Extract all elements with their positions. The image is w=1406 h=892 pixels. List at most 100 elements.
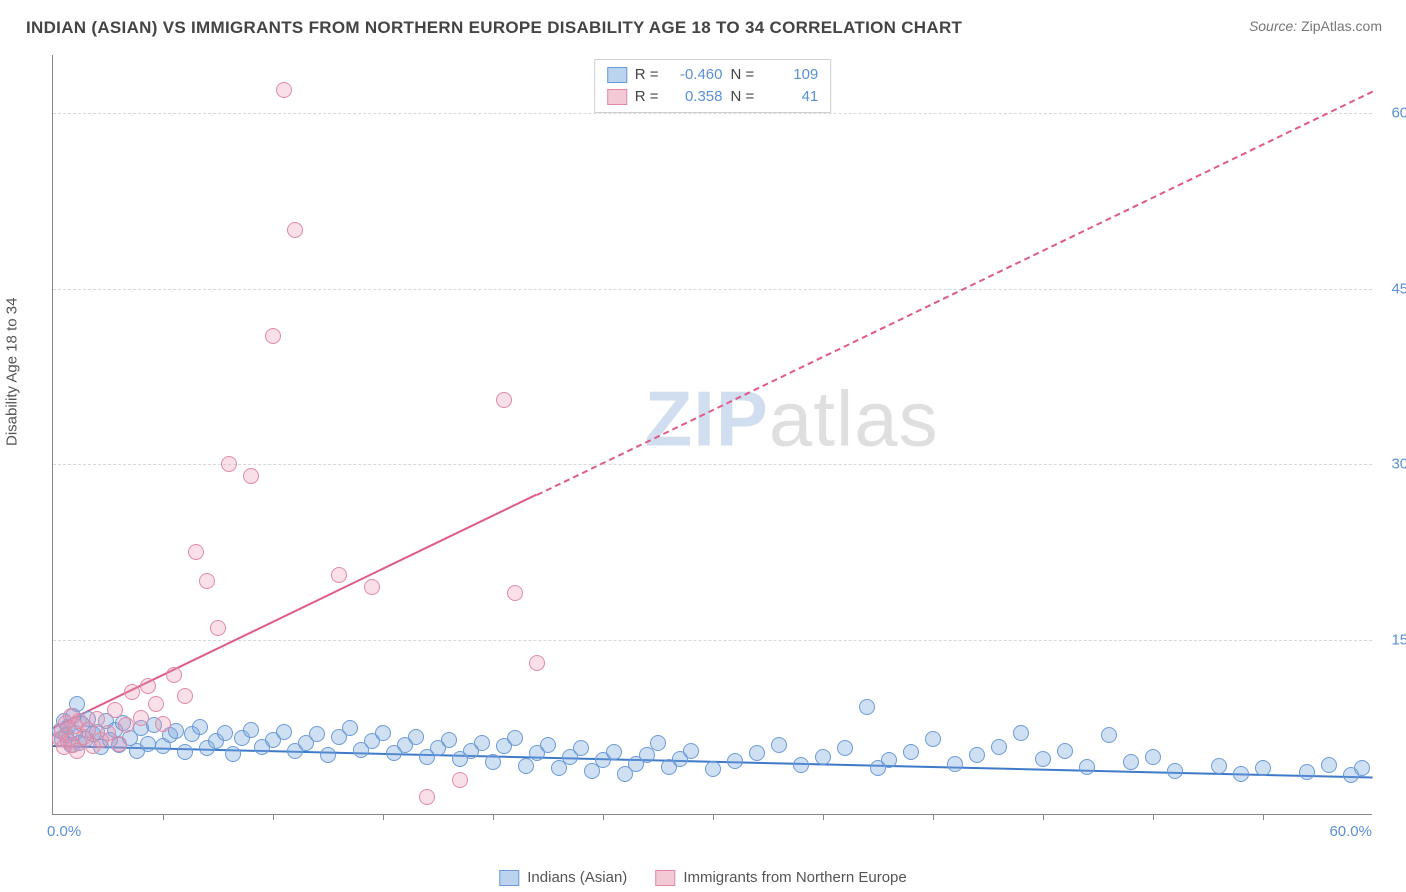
scatter-point bbox=[881, 752, 897, 768]
scatter-point bbox=[1101, 727, 1117, 743]
scatter-point bbox=[991, 739, 1007, 755]
legend-swatch bbox=[607, 67, 627, 83]
scatter-point bbox=[364, 579, 380, 595]
scatter-point bbox=[225, 746, 241, 762]
scatter-point bbox=[276, 724, 292, 740]
scatter-point bbox=[859, 699, 875, 715]
scatter-point bbox=[89, 711, 105, 727]
scatter-point bbox=[485, 754, 501, 770]
x-tick-mark bbox=[493, 814, 494, 820]
legend-item: Indians (Asian) bbox=[499, 869, 627, 886]
scatter-point bbox=[441, 732, 457, 748]
x-axis-max-label: 60.0% bbox=[1329, 823, 1372, 840]
scatter-point bbox=[903, 744, 919, 760]
scatter-point bbox=[188, 544, 204, 560]
source-value: ZipAtlas.com bbox=[1301, 18, 1382, 34]
x-tick-mark bbox=[713, 814, 714, 820]
scatter-point bbox=[342, 720, 358, 736]
x-tick-mark bbox=[603, 814, 604, 820]
x-tick-mark bbox=[1153, 814, 1154, 820]
stat-r-label: R = bbox=[635, 64, 659, 86]
legend-swatch bbox=[655, 870, 675, 886]
stat-r-label: R = bbox=[635, 86, 659, 108]
scatter-point bbox=[639, 747, 655, 763]
stat-r-value: 0.358 bbox=[667, 86, 723, 108]
scatter-point bbox=[265, 328, 281, 344]
scatter-point bbox=[309, 726, 325, 742]
scatter-point bbox=[217, 725, 233, 741]
scatter-point bbox=[177, 744, 193, 760]
scatter-point bbox=[969, 747, 985, 763]
stat-n-label: N = bbox=[731, 86, 755, 108]
x-tick-mark bbox=[383, 814, 384, 820]
scatter-point bbox=[221, 456, 237, 472]
scatter-point bbox=[69, 743, 85, 759]
gridline-h bbox=[53, 464, 1372, 465]
legend-swatch bbox=[607, 89, 627, 105]
scatter-point bbox=[815, 749, 831, 765]
scatter-point bbox=[107, 702, 123, 718]
scatter-point bbox=[1211, 758, 1227, 774]
scatter-point bbox=[749, 745, 765, 761]
gridline-h bbox=[53, 289, 1372, 290]
y-axis-label: Disability Age 18 to 34 bbox=[4, 298, 21, 446]
scatter-point bbox=[496, 392, 512, 408]
scatter-point bbox=[1321, 757, 1337, 773]
x-tick-mark bbox=[1043, 814, 1044, 820]
y-tick-label: 15.0% bbox=[1378, 631, 1406, 648]
stat-n-label: N = bbox=[731, 64, 755, 86]
stat-n-value: 41 bbox=[762, 86, 818, 108]
watermark-part1: ZIP bbox=[645, 375, 769, 463]
scatter-point bbox=[243, 722, 259, 738]
source-attribution: Source: ZipAtlas.com bbox=[1249, 18, 1382, 34]
scatter-point bbox=[1299, 764, 1315, 780]
source-label: Source: bbox=[1249, 18, 1297, 34]
scatter-point bbox=[837, 740, 853, 756]
stats-row: R =-0.460N =109 bbox=[607, 64, 819, 86]
scatter-point bbox=[111, 736, 127, 752]
scatter-point bbox=[705, 761, 721, 777]
scatter-point bbox=[518, 758, 534, 774]
scatter-point bbox=[793, 757, 809, 773]
scatter-point bbox=[331, 567, 347, 583]
scatter-point bbox=[683, 743, 699, 759]
legend-swatch bbox=[499, 870, 519, 886]
trend-line bbox=[537, 90, 1374, 495]
watermark-part2: atlas bbox=[769, 375, 939, 463]
stat-n-value: 109 bbox=[762, 64, 818, 86]
legend-label: Immigrants from Northern Europe bbox=[683, 869, 906, 886]
scatter-point bbox=[1079, 759, 1095, 775]
x-axis-origin-label: 0.0% bbox=[47, 823, 81, 840]
x-tick-mark bbox=[823, 814, 824, 820]
bottom-legend: Indians (Asian) Immigrants from Northern … bbox=[499, 869, 906, 886]
x-tick-mark bbox=[1263, 814, 1264, 820]
scatter-point bbox=[148, 696, 164, 712]
scatter-point bbox=[947, 756, 963, 772]
scatter-point bbox=[529, 655, 545, 671]
x-tick-mark bbox=[273, 814, 274, 820]
scatter-point bbox=[192, 719, 208, 735]
scatter-point bbox=[771, 737, 787, 753]
scatter-point bbox=[452, 772, 468, 788]
scatter-point bbox=[140, 678, 156, 694]
y-tick-label: 30.0% bbox=[1378, 456, 1406, 473]
chart-title: INDIAN (ASIAN) VS IMMIGRANTS FROM NORTHE… bbox=[26, 18, 962, 38]
scatter-point bbox=[408, 729, 424, 745]
scatter-point bbox=[210, 620, 226, 636]
stats-legend-box: R =-0.460N =109R =0.358N =41 bbox=[594, 59, 832, 113]
scatter-point bbox=[419, 789, 435, 805]
scatter-point bbox=[1167, 763, 1183, 779]
x-tick-mark bbox=[163, 814, 164, 820]
scatter-point bbox=[155, 716, 171, 732]
scatter-point bbox=[375, 725, 391, 741]
scatter-point bbox=[540, 737, 556, 753]
plot-area: ZIPatlas R =-0.460N =109R =0.358N =41 0.… bbox=[52, 55, 1372, 815]
scatter-point bbox=[606, 744, 622, 760]
scatter-point bbox=[118, 717, 134, 733]
gridline-h bbox=[53, 113, 1372, 114]
scatter-point bbox=[243, 468, 259, 484]
scatter-point bbox=[140, 736, 156, 752]
scatter-point bbox=[166, 667, 182, 683]
scatter-point bbox=[133, 710, 149, 726]
scatter-point bbox=[287, 222, 303, 238]
